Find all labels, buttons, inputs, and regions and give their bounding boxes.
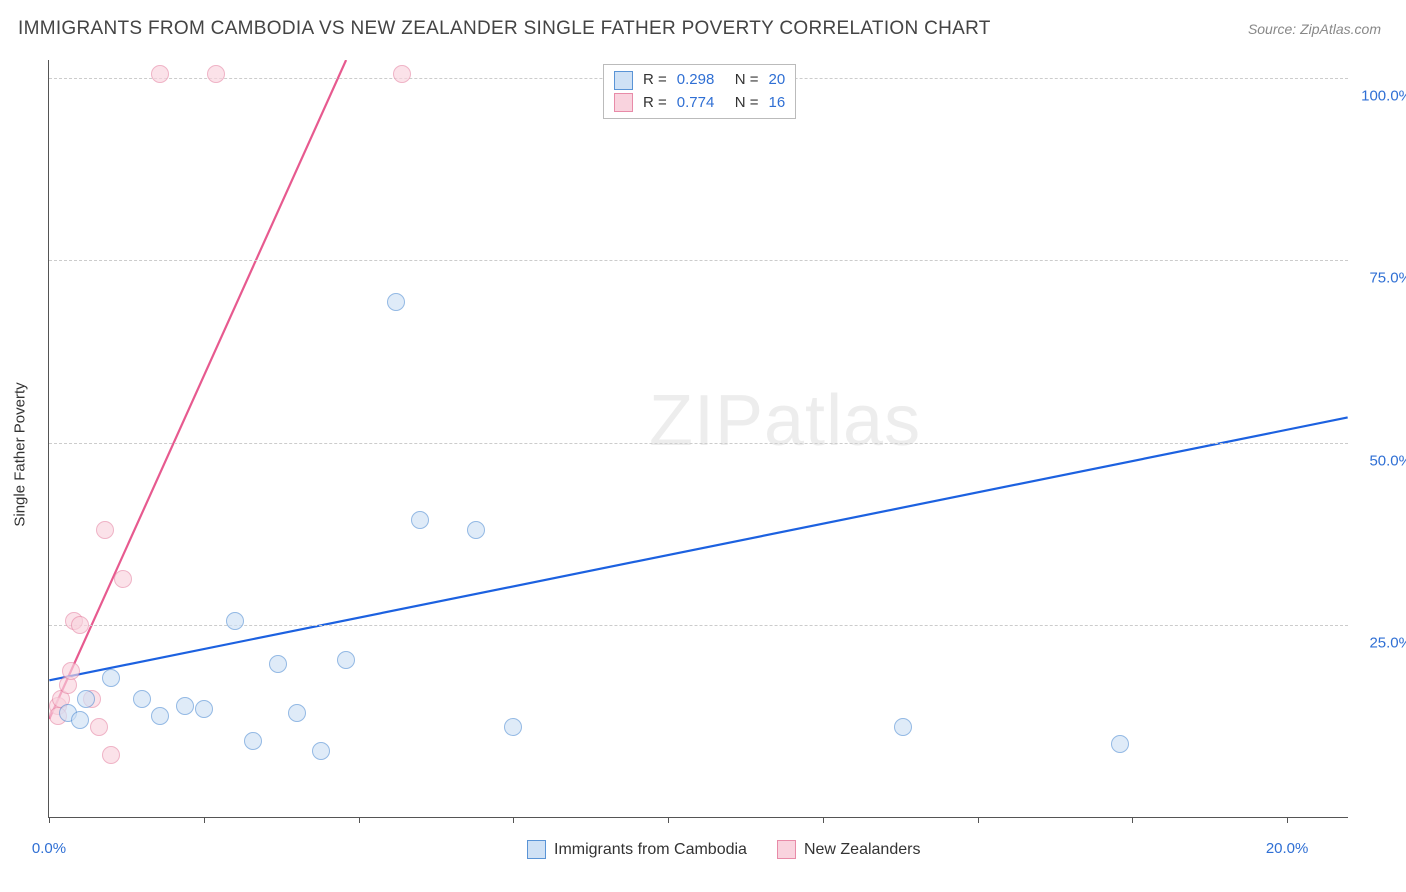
y-tick-label: 100.0%: [1361, 87, 1406, 104]
y-axis-title: Single Father Poverty: [12, 382, 29, 526]
legend-bottom-label: Immigrants from Cambodia: [554, 841, 747, 859]
y-tick-label: 75.0%: [1369, 270, 1406, 287]
blue-point: [894, 718, 912, 736]
pink-point: [96, 521, 114, 539]
legend-n-label: N =: [735, 69, 759, 92]
x-tick: [359, 817, 360, 823]
x-tick-label: 20.0%: [1266, 840, 1309, 857]
legend-bottom: Immigrants from Cambodia New Zealanders: [527, 840, 920, 859]
blue-point: [467, 521, 485, 539]
x-tick: [668, 817, 669, 823]
blue-point: [102, 669, 120, 687]
x-tick: [1132, 817, 1133, 823]
x-tick: [823, 817, 824, 823]
legend-r-value: 0.298: [677, 69, 725, 92]
pink-swatch: [614, 93, 633, 112]
blue-point: [312, 742, 330, 760]
y-tick-label: 25.0%: [1369, 634, 1406, 651]
legend-r-label: R =: [643, 92, 667, 115]
trend-lines: [49, 60, 1348, 817]
pink-point: [151, 65, 169, 83]
blue-point: [226, 612, 244, 630]
legend-bottom-label: New Zealanders: [804, 841, 921, 859]
blue-trend-line: [49, 417, 1347, 680]
legend-bottom-item-blue: Immigrants from Cambodia: [527, 840, 747, 859]
blue-point: [151, 707, 169, 725]
x-tick: [1287, 817, 1288, 823]
blue-swatch: [527, 840, 546, 859]
legend-n-label: N =: [735, 92, 759, 115]
x-tick: [204, 817, 205, 823]
y-tick-label: 50.0%: [1369, 452, 1406, 469]
blue-point: [411, 511, 429, 529]
x-tick: [49, 817, 50, 823]
blue-point: [71, 711, 89, 729]
pink-point: [71, 616, 89, 634]
legend-bottom-item-pink: New Zealanders: [777, 840, 921, 859]
blue-swatch: [614, 71, 633, 90]
plot-area: ZIPatlas 25.0%50.0%75.0%100.0%0.0%20.0%R…: [48, 60, 1348, 818]
blue-point: [387, 293, 405, 311]
pink-point: [102, 746, 120, 764]
blue-point: [77, 690, 95, 708]
x-tick-label: 0.0%: [32, 840, 66, 857]
legend-n-value: 16: [769, 92, 786, 115]
blue-point: [504, 718, 522, 736]
pink-trend-line: [49, 60, 346, 719]
x-tick: [513, 817, 514, 823]
blue-point: [176, 697, 194, 715]
gridline-h: [49, 443, 1348, 444]
pink-swatch: [777, 840, 796, 859]
chart-source: Source: ZipAtlas.com: [1248, 21, 1381, 37]
gridline-h: [49, 625, 1348, 626]
legend-r-label: R =: [643, 69, 667, 92]
pink-point: [114, 570, 132, 588]
pink-point: [90, 718, 108, 736]
blue-point: [337, 651, 355, 669]
pink-point: [62, 662, 80, 680]
legend-row-blue: R = 0.298 N = 20: [614, 69, 785, 92]
legend-n-value: 20: [769, 69, 786, 92]
gridline-h: [49, 260, 1348, 261]
blue-point: [195, 700, 213, 718]
blue-point: [133, 690, 151, 708]
chart-title: IMMIGRANTS FROM CAMBODIA VS NEW ZEALANDE…: [18, 18, 991, 40]
blue-point: [244, 732, 262, 750]
blue-point: [1111, 735, 1129, 753]
x-tick: [978, 817, 979, 823]
legend-row-pink: R = 0.774 N = 16: [614, 92, 785, 115]
legend-r-value: 0.774: [677, 92, 725, 115]
blue-point: [269, 655, 287, 673]
watermark: ZIPatlas: [649, 380, 921, 462]
blue-point: [288, 704, 306, 722]
legend-top: R = 0.298 N = 20 R = 0.774 N = 16: [603, 64, 796, 119]
pink-point: [393, 65, 411, 83]
pink-point: [207, 65, 225, 83]
header: IMMIGRANTS FROM CAMBODIA VS NEW ZEALANDE…: [0, 0, 1406, 48]
